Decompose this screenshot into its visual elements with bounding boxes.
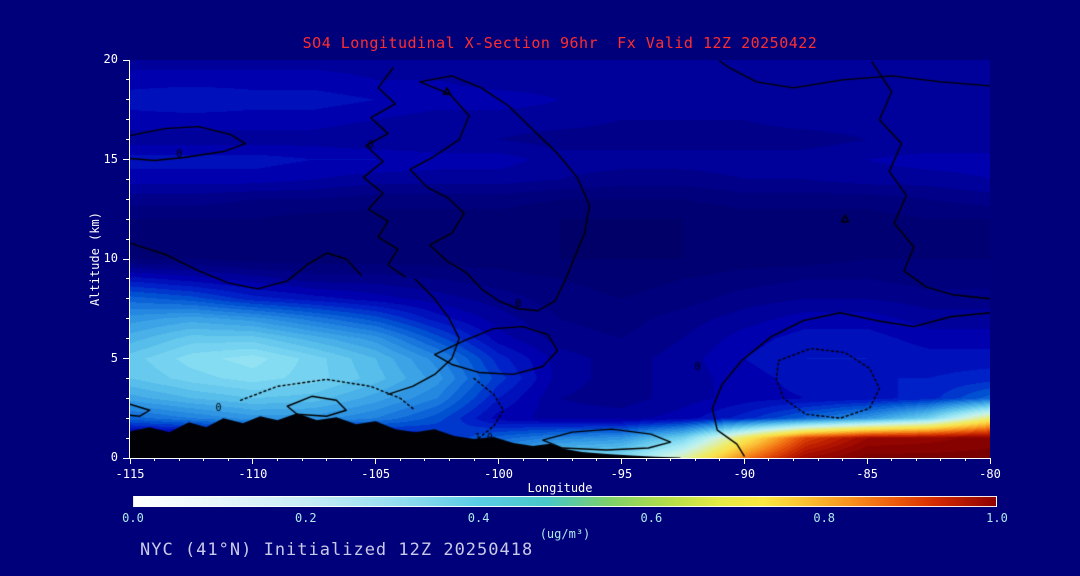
y-minor-tick xyxy=(126,218,130,220)
colorbar-tick-label: 0.4 xyxy=(467,511,490,525)
x-minor-tick xyxy=(227,458,229,461)
x-minor-tick xyxy=(940,458,942,461)
x-tick xyxy=(252,458,254,464)
x-minor-tick xyxy=(670,458,672,461)
x-axis-line xyxy=(129,458,991,459)
x-minor-tick xyxy=(842,458,844,461)
x-minor-tick xyxy=(547,458,549,461)
y-minor-tick xyxy=(126,278,130,280)
x-minor-tick xyxy=(448,458,450,461)
y-tick xyxy=(123,457,130,459)
colorbar-tick-label: 0.0 xyxy=(122,511,144,525)
x-tick xyxy=(866,458,868,464)
x-minor-tick xyxy=(178,458,180,461)
x-tick-label: -95 xyxy=(610,467,633,481)
colorbar-gradient xyxy=(133,496,997,507)
y-tick-label: 0 xyxy=(110,450,118,464)
y-minor-tick xyxy=(126,417,130,419)
x-minor-tick xyxy=(301,458,303,461)
y-tick xyxy=(123,358,130,359)
x-minor-tick xyxy=(473,458,475,461)
y-minor-tick xyxy=(126,318,130,320)
y-tick xyxy=(123,159,130,160)
y-minor-tick xyxy=(126,238,130,240)
x-minor-tick xyxy=(350,458,352,461)
x-axis-label: Longitude xyxy=(527,481,593,495)
x-minor-tick xyxy=(792,458,794,461)
y-tick-label: 5 xyxy=(110,350,118,365)
y-tick xyxy=(123,258,130,260)
x-minor-tick xyxy=(424,458,426,461)
x-minor-tick xyxy=(719,458,721,461)
y-minor-tick xyxy=(126,139,130,141)
x-minor-tick xyxy=(596,458,598,461)
colorbar-tick-label: 0.8 xyxy=(813,511,836,525)
plot-title: SO4 Longitudinal X-Section 96hr Fx Valid… xyxy=(302,34,818,52)
y-minor-tick xyxy=(126,377,130,379)
colorbar-tick-label: 0.2 xyxy=(294,511,317,525)
y-minor-tick xyxy=(126,437,130,439)
y-minor-tick xyxy=(126,198,130,200)
x-tick-label: -105 xyxy=(361,467,391,481)
x-minor-tick xyxy=(326,458,328,461)
colorbar-tick-label: 1.0 xyxy=(986,511,1008,525)
y-axis-line xyxy=(129,60,130,459)
colorbar-tick-label: 0.6 xyxy=(640,511,663,525)
x-minor-tick xyxy=(915,458,917,461)
x-tick xyxy=(989,458,991,464)
x-tick xyxy=(743,458,745,464)
x-tick xyxy=(620,458,622,464)
x-minor-tick xyxy=(645,458,647,461)
y-minor-tick xyxy=(126,178,130,180)
y-minor-tick xyxy=(126,397,130,399)
x-minor-tick xyxy=(399,458,401,461)
x-tick xyxy=(498,458,500,464)
x-tick-label: -80 xyxy=(979,467,1001,481)
y-minor-tick xyxy=(126,298,130,300)
x-tick-label: -85 xyxy=(856,467,878,481)
x-tick xyxy=(375,458,377,464)
y-minor-tick xyxy=(126,79,130,81)
x-minor-tick xyxy=(694,458,696,461)
colorbar-units: (ug/m³) xyxy=(539,527,591,541)
x-minor-tick xyxy=(276,458,278,461)
x-minor-tick xyxy=(571,458,573,461)
x-minor-tick xyxy=(891,458,893,461)
heatmap-canvas xyxy=(130,60,990,458)
init-annotation: NYC (41°N) Initialized 12Z 20250418 xyxy=(140,540,534,560)
x-tick-label: -110 xyxy=(238,467,268,481)
y-tick xyxy=(123,59,130,61)
y-tick-label: 10 xyxy=(103,251,118,265)
x-minor-tick xyxy=(817,458,819,461)
y-tick-label: 20 xyxy=(103,52,118,66)
x-tick-label: -100 xyxy=(484,467,514,481)
y-minor-tick xyxy=(126,99,130,101)
x-minor-tick xyxy=(522,458,524,461)
y-minor-tick xyxy=(126,119,130,121)
x-minor-tick xyxy=(154,458,156,461)
x-minor-tick xyxy=(768,458,770,461)
x-tick-label: -115 xyxy=(115,467,145,481)
y-minor-tick xyxy=(126,338,130,340)
x-tick xyxy=(129,458,131,464)
x-minor-tick xyxy=(964,458,966,461)
x-tick-label: -90 xyxy=(733,467,756,481)
y-tick-label: 15 xyxy=(103,151,118,166)
x-minor-tick xyxy=(203,458,205,461)
